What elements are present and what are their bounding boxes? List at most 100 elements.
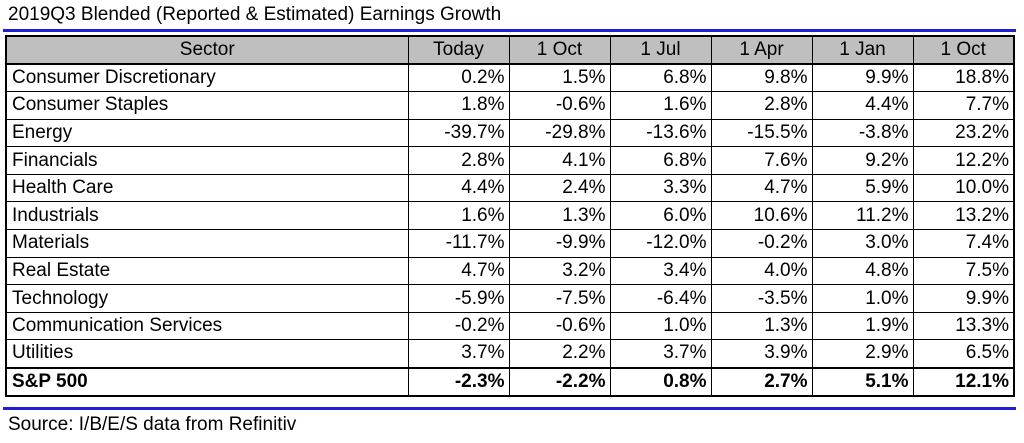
value-cell: -0.6% [508, 311, 611, 341]
column-header-1-jan: 1 Jan [811, 35, 914, 65]
value-cell: 0.2% [407, 63, 510, 93]
value-cell: -2.2% [508, 366, 611, 397]
value-cell: 3.7% [407, 339, 510, 369]
column-header-1-jul: 1 Jul [609, 35, 712, 65]
table-total-row: S&P 500 -2.3% -2.2% 0.8% 2.7% 5.1% 12.1% [5, 366, 1015, 397]
value-cell: 1.3% [710, 311, 813, 341]
column-header-1-apr: 1 Apr [710, 35, 813, 65]
value-cell: 7.7% [912, 91, 1015, 120]
value-cell: 1.3% [508, 201, 611, 231]
value-cell: 9.8% [710, 63, 813, 93]
value-cell: 4.4% [811, 91, 914, 120]
value-cell: -0.2% [407, 311, 510, 341]
sector-cell: Health Care [5, 173, 409, 203]
earnings-growth-table: Sector Today 1 Oct 1 Jul 1 Apr 1 Jan 1 O… [5, 35, 1015, 397]
column-header-sector: Sector [5, 35, 409, 65]
value-cell: 2.9% [811, 339, 914, 369]
table-row: Technology -5.9% -7.5% -6.4% -3.5% 1.0% 9.9% [5, 284, 1015, 313]
value-cell: -0.6% [508, 91, 611, 120]
sector-cell: Energy [5, 118, 409, 148]
column-header-today: Today [407, 35, 510, 65]
value-cell: -5.9% [407, 284, 510, 313]
table-header-row: Sector Today 1 Oct 1 Jul 1 Apr 1 Jan 1 O… [5, 35, 1015, 65]
value-cell: 1.5% [508, 63, 611, 93]
value-cell: 10.6% [710, 201, 813, 231]
value-cell: 1.8% [407, 91, 510, 120]
value-cell: 6.8% [609, 146, 712, 175]
value-cell: 1.0% [609, 311, 712, 341]
value-cell: 3.0% [811, 229, 914, 258]
table-row: Materials -11.7% -9.9% -12.0% -0.2% 3.0% 7.4% [5, 229, 1015, 258]
value-cell: 3.7% [609, 339, 712, 369]
value-cell: 2.8% [710, 91, 813, 120]
value-cell: 10.0% [912, 173, 1015, 203]
value-cell: 0.8% [609, 366, 712, 397]
value-cell: -7.5% [508, 284, 611, 313]
value-cell: 3.3% [609, 173, 712, 203]
table-row: Industrials 1.6% 1.3% 6.0% 10.6% 11.2% 13.2% [5, 201, 1015, 231]
sector-cell: Industrials [5, 201, 409, 231]
value-cell: -39.7% [407, 118, 510, 148]
sector-cell: Financials [5, 146, 409, 175]
value-cell: 11.2% [811, 201, 914, 231]
bottom-rule [3, 407, 1016, 410]
value-cell: 13.2% [912, 201, 1015, 231]
value-cell: 4.0% [710, 256, 813, 286]
value-cell: 6.8% [609, 63, 712, 93]
value-cell: 9.2% [811, 146, 914, 175]
value-cell: 4.1% [508, 146, 611, 175]
value-cell: 12.2% [912, 146, 1015, 175]
value-cell: 9.9% [811, 63, 914, 93]
value-cell: 18.8% [912, 63, 1015, 93]
value-cell: -13.6% [609, 118, 712, 148]
value-cell: -12.0% [609, 229, 712, 258]
value-cell: -3.8% [811, 118, 914, 148]
table-body: Consumer Discretionary 0.2% 1.5% 6.8% 9.8% 9.… [5, 63, 1015, 397]
sector-cell: Consumer Staples [5, 91, 409, 120]
page-title: 2019Q3 Blended (Reported & Estimated) Ea… [8, 4, 502, 25]
value-cell: 1.0% [811, 284, 914, 313]
value-cell: 2.8% [407, 146, 510, 175]
value-cell: 13.3% [912, 311, 1015, 341]
value-cell: -3.5% [710, 284, 813, 313]
value-cell: 2.7% [710, 366, 813, 397]
value-cell: 1.6% [609, 91, 712, 120]
value-cell: 1.6% [407, 201, 510, 231]
value-cell: 4.4% [407, 173, 510, 203]
sector-cell: Technology [5, 284, 409, 313]
value-cell: -29.8% [508, 118, 611, 148]
table-row: Consumer Staples 1.8% -0.6% 1.6% 2.8% 4.4% 7.7… [5, 91, 1015, 120]
top-rule [3, 29, 1016, 32]
value-cell: -0.2% [710, 229, 813, 258]
value-cell: 6.5% [912, 339, 1015, 369]
value-cell: 3.2% [508, 256, 611, 286]
sector-cell: Consumer Discretionary [5, 63, 409, 93]
value-cell: -2.3% [407, 366, 510, 397]
source-note: Source: I/B/E/S data from Refinitiv [8, 414, 297, 435]
value-cell: 3.4% [609, 256, 712, 286]
table-row: Financials 2.8% 4.1% 6.8% 7.6% 9.2% 12.2% [5, 146, 1015, 175]
value-cell: 4.7% [407, 256, 510, 286]
value-cell: 5.9% [811, 173, 914, 203]
sector-cell: Real Estate [5, 256, 409, 286]
value-cell: 7.4% [912, 229, 1015, 258]
value-cell: -11.7% [407, 229, 510, 258]
column-header-1-oct-prior: 1 Oct [912, 35, 1015, 65]
value-cell: 12.1% [912, 366, 1015, 397]
sector-cell: Utilities [5, 339, 409, 369]
sector-cell: Communication Services [5, 311, 409, 341]
value-cell: 5.1% [811, 366, 914, 397]
value-cell: -9.9% [508, 229, 611, 258]
value-cell: 1.9% [811, 311, 914, 341]
sector-cell: Materials [5, 229, 409, 258]
value-cell: 7.5% [912, 256, 1015, 286]
table-row: Communication Services -0.2% -0.6% 1.0% 1.3%… [5, 311, 1015, 341]
value-cell: 6.0% [609, 201, 712, 231]
table-row: Utilities 3.7% 2.2% 3.7% 3.9% 2.9% 6.5% [5, 339, 1015, 369]
value-cell: 4.8% [811, 256, 914, 286]
table-row: Health Care 4.4% 2.4% 3.3% 4.7% 5.9% 10.0% [5, 173, 1015, 203]
table-row: Consumer Discretionary 0.2% 1.5% 6.8% 9.8% 9.… [5, 63, 1015, 93]
value-cell: 3.9% [710, 339, 813, 369]
value-cell: 7.6% [710, 146, 813, 175]
value-cell: 2.2% [508, 339, 611, 369]
